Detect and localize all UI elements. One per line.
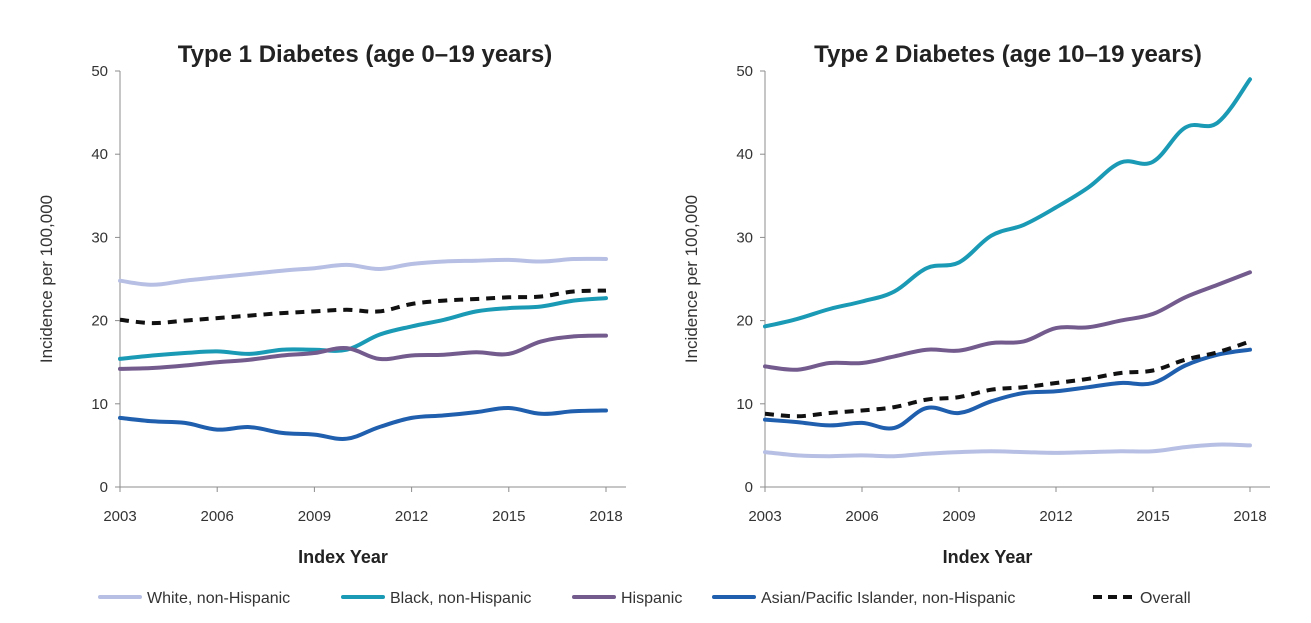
legend-label: White, non-Hispanic xyxy=(147,590,290,607)
x-tick-label: 2003 xyxy=(103,508,136,525)
y-tick-label: 40 xyxy=(91,146,108,163)
x-tick-label: 2006 xyxy=(201,508,234,525)
y-tick-label: 0 xyxy=(745,479,753,496)
chart-title: Type 2 Diabetes (age 10–19 years) xyxy=(814,41,1202,68)
legend-label: Hispanic xyxy=(621,590,682,607)
legend-label: Overall xyxy=(1140,590,1191,607)
x-tick-label: 2003 xyxy=(748,508,781,525)
y-axis-label: Incidence per 100,000 xyxy=(682,195,701,363)
type2-chart-panel: Type 2 Diabetes (age 10–19 years) 0 10 20 30… xyxy=(682,41,1270,567)
type1-chart-panel: Type 1 Diabetes (age 0–19 years) 0 10 20 30 4… xyxy=(37,41,626,567)
legend-label: Black, non-Hispanic xyxy=(390,590,531,607)
x-tick-label: 2015 xyxy=(492,508,525,525)
x-tick-label: 2006 xyxy=(845,508,878,525)
series-line-asian-pacific-islander-non-hispanic xyxy=(763,347,1252,431)
x-tick-label: 2012 xyxy=(395,508,428,525)
series-line-white-non-hispanic xyxy=(118,256,608,287)
series-line-overall xyxy=(764,339,1251,419)
x-tick-label: 2015 xyxy=(1136,508,1169,525)
series-line-hispanic xyxy=(118,333,608,371)
y-tick-label: 40 xyxy=(736,146,753,163)
y-tick-label: 0 xyxy=(100,479,108,496)
series-line-white-non-hispanic xyxy=(763,442,1252,459)
y-tick-label: 10 xyxy=(91,396,108,413)
x-axis-label: Index Year xyxy=(943,547,1033,567)
x-tick-label: 2009 xyxy=(298,508,331,525)
series-line-black-non-hispanic xyxy=(118,296,608,361)
y-tick-label: 20 xyxy=(91,313,108,330)
y-tick-label: 30 xyxy=(91,229,108,246)
legend-label: Asian/Pacific Islander, non-Hispanic xyxy=(761,590,1015,607)
x-tick-label: 2018 xyxy=(1233,508,1266,525)
series-line-hispanic xyxy=(763,270,1252,372)
series-line-asian-pacific-islander-non-hispanic xyxy=(118,405,608,441)
y-tick-label: 10 xyxy=(736,396,753,413)
x-tick-label: 2012 xyxy=(1039,508,1072,525)
x-tick-label: 2009 xyxy=(942,508,975,525)
x-tick-label: 2018 xyxy=(589,508,622,525)
y-axis-label: Incidence per 100,000 xyxy=(37,195,56,363)
y-tick-label: 50 xyxy=(91,63,108,80)
chart-legend: White, non-Hispanic Black, non-Hispanic Hi… xyxy=(98,590,1191,607)
y-tick-label: 30 xyxy=(736,229,753,246)
chart-title: Type 1 Diabetes (age 0–19 years) xyxy=(178,41,552,68)
series-line-overall xyxy=(119,288,607,326)
series-line-black-non-hispanic xyxy=(763,77,1252,329)
x-axis-label: Index Year xyxy=(298,547,388,567)
y-tick-label: 20 xyxy=(736,313,753,330)
y-tick-label: 50 xyxy=(736,63,753,80)
